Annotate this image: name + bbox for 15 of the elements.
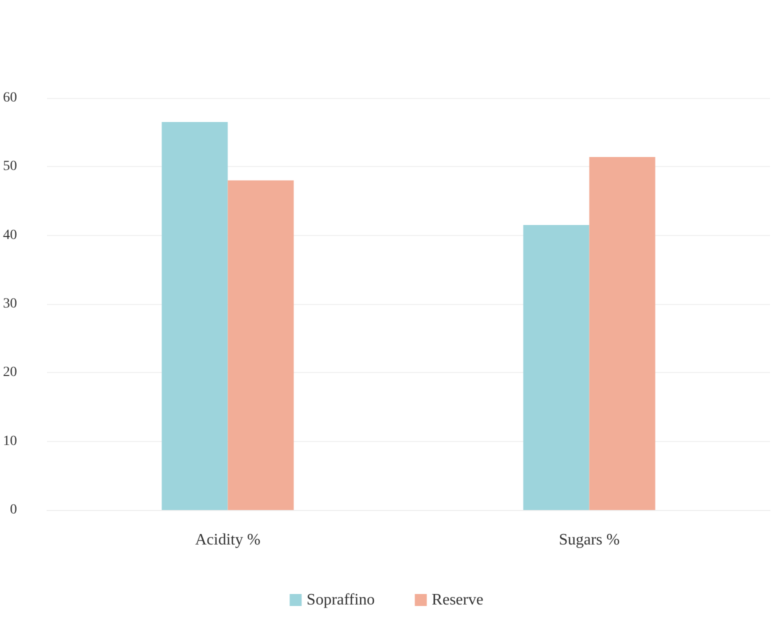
y-tick-label: 20 <box>3 365 17 380</box>
y-tick-label: 40 <box>3 228 17 243</box>
y-tick-label: 50 <box>3 159 17 174</box>
y-tick-label: 30 <box>3 296 17 312</box>
legend-label: Reserve <box>432 592 484 608</box>
y-tick-label: 60 <box>3 90 17 106</box>
y-tick-label: 10 <box>3 434 17 449</box>
legend-label: Sopraffino <box>306 592 375 608</box>
bar <box>589 157 656 510</box>
bar <box>162 122 228 510</box>
bar <box>228 180 294 510</box>
bar <box>523 225 590 510</box>
x-tick-label: Sugars % <box>558 532 620 548</box>
y-tick-label: 0 <box>10 502 17 518</box>
x-tick-label: Acidity % <box>195 532 260 548</box>
